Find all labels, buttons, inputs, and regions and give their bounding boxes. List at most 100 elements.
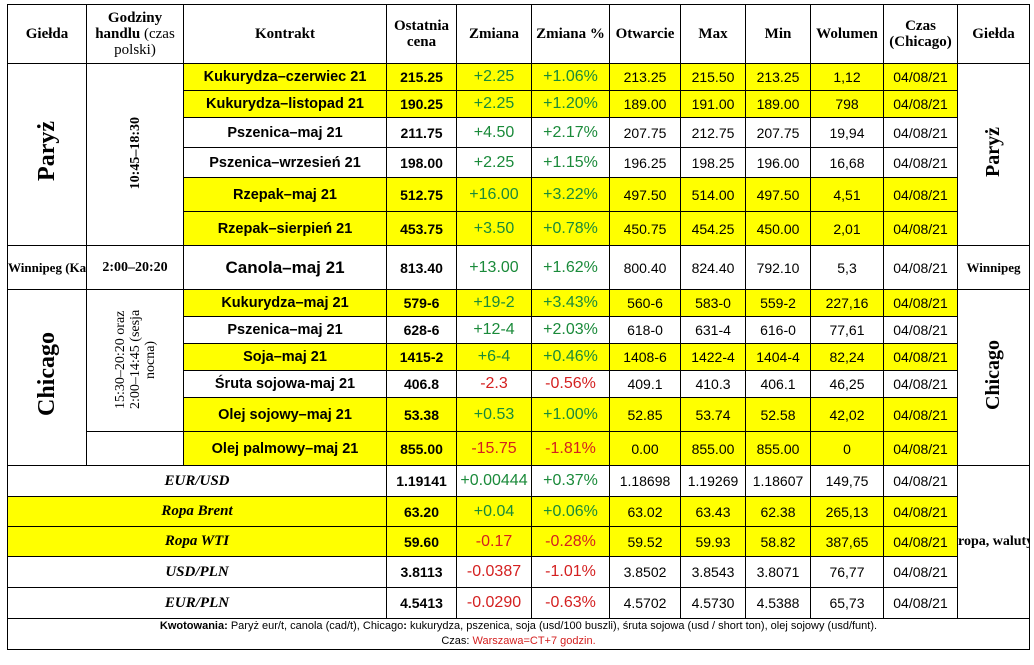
contract-cell: Pszenica–maj 21 <box>183 316 387 344</box>
time-cell: 04/08/21 <box>883 177 958 212</box>
table-row: Olej palmowy–maj 21 855.00 -15.75 -1.81%… <box>8 431 1030 466</box>
hours-empty <box>86 431 184 466</box>
change-cell: +6-4 <box>456 343 532 371</box>
header-contract: Kontrakt <box>183 4 387 64</box>
change-cell: -0.0290 <box>456 587 532 619</box>
change-cell: -15.75 <box>456 431 532 466</box>
contract-cell: Ropa WTI <box>7 526 387 557</box>
contract-cell: Śruta sojowa-maj 21 <box>183 370 387 398</box>
time-cell: 04/08/21 <box>883 211 958 246</box>
hours-winnipeg: 2:00–20:20 <box>86 245 184 290</box>
header-exchange: Giełda <box>7 4 87 64</box>
open-cell: 800.40 <box>609 245 681 290</box>
last-cell: 512.75 <box>386 177 457 212</box>
time-cell: 04/08/21 <box>883 343 958 371</box>
min-cell: 213.25 <box>745 63 811 91</box>
table-row: Śruta sojowa-maj 21 406.8 -2.3 -0.56% 40… <box>8 370 1030 398</box>
volume-cell: 265,13 <box>810 496 884 527</box>
hours-chicago: 15:30–20:20 oraz 2:00–14:45 (sesja nocna… <box>86 289 184 432</box>
time-cell: 04/08/21 <box>883 63 958 91</box>
contract-cell: Pszenica–maj 21 <box>183 117 387 148</box>
min-cell: 196.00 <box>745 147 811 178</box>
change-pct-cell: +2.03% <box>531 316 610 344</box>
max-cell: 198.25 <box>680 147 746 178</box>
time-cell: 04/08/21 <box>883 526 958 557</box>
change-pct-cell: -0.56% <box>531 370 610 398</box>
footer-row: Kwotowania: Paryż eur/t, canola (cad/t),… <box>7 618 1030 650</box>
volume-cell: 798 <box>810 90 884 118</box>
change-cell: +12-4 <box>456 316 532 344</box>
quotes-table: Giełda Godziny handlu (czas polski) Kont… <box>7 4 1030 650</box>
max-cell: 410.3 <box>680 370 746 398</box>
time-cell: 04/08/21 <box>883 289 958 317</box>
change-cell: +0.00444 <box>456 465 532 497</box>
change-pct-cell: +3.43% <box>531 289 610 317</box>
contract-cell: Ropa Brent <box>7 496 387 527</box>
header-hours: Godziny handlu (czas polski) <box>86 4 184 64</box>
volume-cell: 0 <box>810 431 884 466</box>
exchange-winnipeg: Winnipeg (Kanada) <box>7 245 87 290</box>
change-pct-cell: +3.22% <box>531 177 610 212</box>
max-cell: 631-4 <box>680 316 746 344</box>
last-cell: 53.38 <box>386 397 457 432</box>
max-cell: 191.00 <box>680 90 746 118</box>
time-cell: 04/08/21 <box>883 245 958 290</box>
last-cell: 406.8 <box>386 370 457 398</box>
header-open: Otwarcie <box>609 4 681 64</box>
volume-cell: 76,77 <box>810 556 884 588</box>
last-cell: 63.20 <box>386 496 457 527</box>
min-cell: 406.1 <box>745 370 811 398</box>
contract-cell: Kukurydza–maj 21 <box>183 289 387 317</box>
time-cell: 04/08/21 <box>883 90 958 118</box>
change-cell: +2.25 <box>456 63 532 91</box>
time-cell: 04/08/21 <box>883 587 958 619</box>
table-row: Winnipeg (Kanada) 2:00–20:20 Canola–maj … <box>7 245 1030 290</box>
table-row: Pszenica–maj 21 211.75 +4.50 +2.17% 207.… <box>8 117 1030 148</box>
open-cell: 450.75 <box>609 211 681 246</box>
table-row: Soja–maj 21 1415-2 +6-4 +0.46% 1408-6 14… <box>8 343 1030 371</box>
table-row: Rzepak–maj 21 512.75 +16.00 +3.22% 497.5… <box>8 177 1030 212</box>
exchange-right-winnipeg: Winnipeg <box>957 245 1030 290</box>
change-pct-cell: -1.81% <box>531 431 610 466</box>
table-row: Kukurydza–listopad 21 190.25 +2.25 +1.20… <box>8 90 1030 118</box>
contract-cell: Rzepak–maj 21 <box>183 177 387 212</box>
max-cell: 1422-4 <box>680 343 746 371</box>
change-pct-cell: +0.78% <box>531 211 610 246</box>
change-cell: +3.50 <box>456 211 532 246</box>
min-cell: 207.75 <box>745 117 811 148</box>
table-row: Pszenica–maj 21 628-6 +12-4 +2.03% 618-0… <box>8 316 1030 344</box>
table-row: EUR/USD 1.19141 +0.00444 +0.37% 1.18698 … <box>7 465 1030 619</box>
table-row: Ropa Brent 63.20 +0.04 +0.06% 63.02 63.4… <box>7 496 1030 527</box>
change-pct-cell: +2.17% <box>531 117 610 148</box>
max-cell: 514.00 <box>680 177 746 212</box>
open-cell: 0.00 <box>609 431 681 466</box>
time-cell: 04/08/21 <box>883 397 958 432</box>
change-pct-cell: +0.37% <box>531 465 610 497</box>
last-cell: 215.25 <box>386 63 457 91</box>
last-cell: 198.00 <box>386 147 457 178</box>
footer-notes: Kwotowania: Paryż eur/t, canola (cad/t),… <box>7 618 1030 650</box>
change-cell: +16.00 <box>456 177 532 212</box>
last-cell: 190.25 <box>386 90 457 118</box>
header-volume: Wolumen <box>810 4 884 64</box>
max-cell: 1.19269 <box>680 465 746 497</box>
open-cell: 52.85 <box>609 397 681 432</box>
last-cell: 855.00 <box>386 431 457 466</box>
contract-cell: Pszenica–wrzesień 21 <box>183 147 387 178</box>
open-cell: 59.52 <box>609 526 681 557</box>
volume-cell: 16,68 <box>810 147 884 178</box>
change-cell: +4.50 <box>456 117 532 148</box>
header-change: Zmiana <box>456 4 532 64</box>
header-time: Czas (Chicago) <box>883 4 958 64</box>
volume-cell: 46,25 <box>810 370 884 398</box>
exchange-chicago: Chicago <box>7 289 87 466</box>
min-cell: 58.82 <box>745 526 811 557</box>
open-cell: 618-0 <box>609 316 681 344</box>
max-cell: 53.74 <box>680 397 746 432</box>
min-cell: 189.00 <box>745 90 811 118</box>
exchange-right-paris: Paryż <box>957 63 1030 246</box>
max-cell: 855.00 <box>680 431 746 466</box>
header-change-pct: Zmiana % <box>531 4 610 64</box>
open-cell: 409.1 <box>609 370 681 398</box>
quotes-table-wrapper: Giełda Godziny handlu (czas polski) Kont… <box>7 4 1030 650</box>
